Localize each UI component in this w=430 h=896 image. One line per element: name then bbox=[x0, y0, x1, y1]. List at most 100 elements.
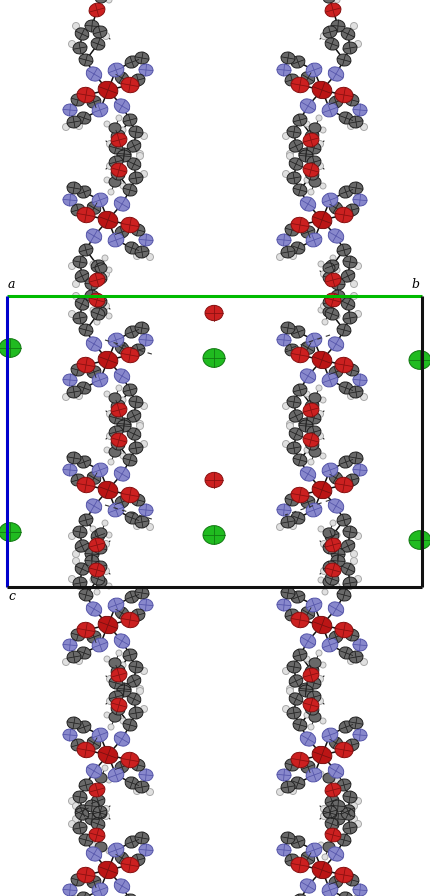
Ellipse shape bbox=[325, 828, 341, 842]
Ellipse shape bbox=[106, 0, 112, 3]
Ellipse shape bbox=[349, 651, 363, 663]
Ellipse shape bbox=[345, 874, 359, 886]
Ellipse shape bbox=[79, 834, 93, 846]
Ellipse shape bbox=[318, 307, 324, 313]
Text: a: a bbox=[8, 278, 15, 291]
Ellipse shape bbox=[104, 656, 110, 662]
Ellipse shape bbox=[347, 658, 354, 665]
Ellipse shape bbox=[343, 42, 357, 54]
Ellipse shape bbox=[335, 742, 353, 758]
Ellipse shape bbox=[316, 162, 323, 169]
Ellipse shape bbox=[136, 151, 144, 158]
Ellipse shape bbox=[291, 836, 305, 849]
Ellipse shape bbox=[353, 104, 367, 116]
Ellipse shape bbox=[205, 472, 223, 487]
Ellipse shape bbox=[335, 623, 353, 638]
Ellipse shape bbox=[75, 297, 89, 310]
Ellipse shape bbox=[139, 504, 153, 516]
Ellipse shape bbox=[309, 123, 321, 134]
Ellipse shape bbox=[91, 260, 105, 272]
Ellipse shape bbox=[68, 575, 76, 582]
Ellipse shape bbox=[114, 633, 130, 648]
Ellipse shape bbox=[109, 677, 123, 689]
Ellipse shape bbox=[91, 308, 105, 320]
Ellipse shape bbox=[322, 728, 338, 742]
Ellipse shape bbox=[135, 832, 149, 844]
Ellipse shape bbox=[312, 481, 332, 499]
Ellipse shape bbox=[123, 114, 137, 126]
Ellipse shape bbox=[125, 836, 139, 849]
Ellipse shape bbox=[79, 244, 93, 256]
Ellipse shape bbox=[322, 193, 338, 207]
Ellipse shape bbox=[109, 412, 123, 424]
Ellipse shape bbox=[114, 99, 130, 113]
Ellipse shape bbox=[293, 719, 307, 731]
Ellipse shape bbox=[73, 577, 87, 589]
Ellipse shape bbox=[334, 848, 340, 854]
Ellipse shape bbox=[115, 495, 129, 508]
Ellipse shape bbox=[354, 40, 362, 47]
Ellipse shape bbox=[334, 777, 340, 783]
Ellipse shape bbox=[323, 806, 337, 818]
Ellipse shape bbox=[299, 418, 313, 430]
Ellipse shape bbox=[127, 158, 141, 170]
Ellipse shape bbox=[104, 121, 110, 127]
Ellipse shape bbox=[63, 884, 77, 896]
Ellipse shape bbox=[320, 397, 326, 403]
Ellipse shape bbox=[307, 677, 321, 689]
Ellipse shape bbox=[107, 410, 114, 418]
Ellipse shape bbox=[289, 788, 297, 795]
Ellipse shape bbox=[300, 467, 316, 481]
Ellipse shape bbox=[285, 74, 299, 86]
Ellipse shape bbox=[320, 183, 326, 189]
Ellipse shape bbox=[339, 647, 353, 659]
Ellipse shape bbox=[73, 256, 87, 268]
Ellipse shape bbox=[328, 337, 344, 351]
Ellipse shape bbox=[77, 185, 91, 198]
Ellipse shape bbox=[93, 561, 107, 573]
Ellipse shape bbox=[289, 409, 303, 422]
Ellipse shape bbox=[304, 712, 310, 718]
Ellipse shape bbox=[286, 152, 294, 159]
Ellipse shape bbox=[75, 540, 89, 552]
Ellipse shape bbox=[343, 312, 357, 324]
Ellipse shape bbox=[323, 263, 335, 273]
Ellipse shape bbox=[312, 616, 332, 633]
Ellipse shape bbox=[343, 526, 357, 538]
Ellipse shape bbox=[95, 263, 107, 273]
Ellipse shape bbox=[71, 204, 85, 216]
Ellipse shape bbox=[353, 639, 367, 651]
Ellipse shape bbox=[331, 800, 345, 812]
Ellipse shape bbox=[345, 739, 359, 751]
Ellipse shape bbox=[316, 115, 322, 121]
Ellipse shape bbox=[276, 523, 283, 530]
Ellipse shape bbox=[93, 26, 107, 38]
Ellipse shape bbox=[286, 687, 294, 694]
Ellipse shape bbox=[91, 573, 105, 585]
Ellipse shape bbox=[108, 63, 124, 77]
Ellipse shape bbox=[121, 218, 139, 233]
Ellipse shape bbox=[121, 612, 139, 628]
Ellipse shape bbox=[341, 28, 355, 40]
Ellipse shape bbox=[308, 459, 314, 465]
Ellipse shape bbox=[306, 63, 322, 77]
Ellipse shape bbox=[136, 423, 144, 429]
Ellipse shape bbox=[107, 141, 114, 148]
Ellipse shape bbox=[102, 813, 110, 820]
Ellipse shape bbox=[91, 38, 105, 50]
Ellipse shape bbox=[62, 393, 70, 401]
Ellipse shape bbox=[303, 163, 319, 177]
Ellipse shape bbox=[299, 420, 313, 432]
Ellipse shape bbox=[68, 821, 76, 828]
Ellipse shape bbox=[303, 668, 319, 682]
Ellipse shape bbox=[127, 693, 141, 705]
Ellipse shape bbox=[289, 140, 303, 152]
Ellipse shape bbox=[285, 224, 299, 236]
Ellipse shape bbox=[111, 403, 127, 417]
Ellipse shape bbox=[316, 697, 323, 704]
Ellipse shape bbox=[127, 675, 141, 687]
Ellipse shape bbox=[301, 495, 315, 508]
Ellipse shape bbox=[337, 779, 351, 791]
Ellipse shape bbox=[129, 442, 143, 454]
Ellipse shape bbox=[131, 494, 145, 506]
